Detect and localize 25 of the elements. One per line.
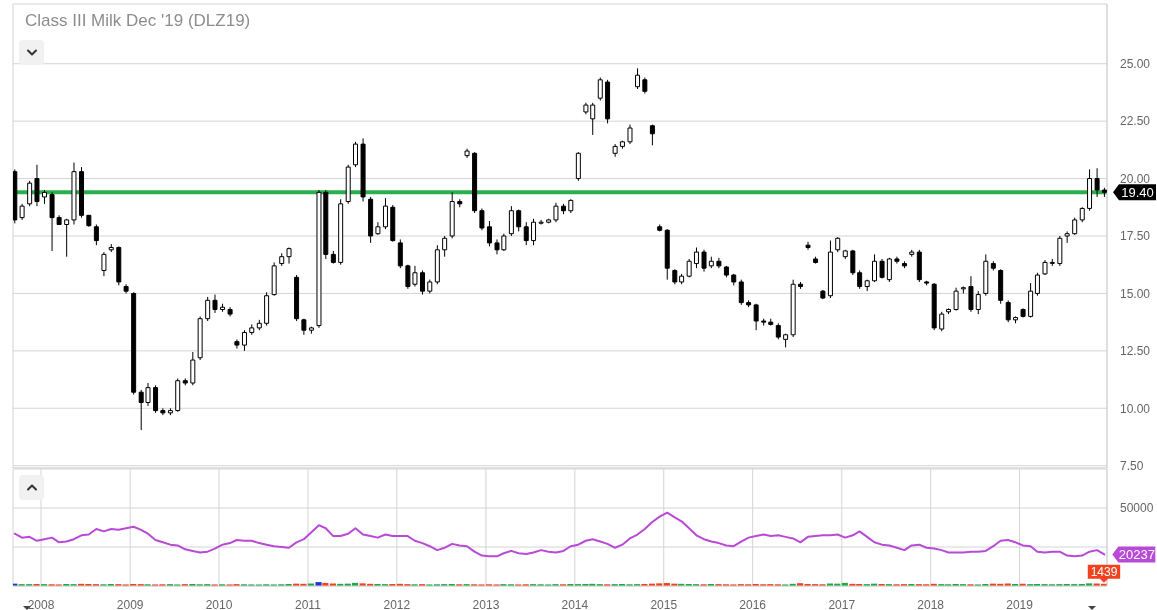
y-tick-label: 25.00 bbox=[1120, 56, 1151, 71]
data-label: 1439 bbox=[1090, 564, 1118, 579]
y-tick-label: 7.50 bbox=[1120, 458, 1144, 473]
x-tick-label: 2010 bbox=[205, 597, 233, 610]
x-tick-label: 2018 bbox=[917, 597, 945, 610]
y-tick-label: 12.50 bbox=[1120, 344, 1151, 359]
y-tick-label: 50000 bbox=[1120, 501, 1154, 516]
y-tick-label: 20.00 bbox=[1120, 171, 1151, 186]
x-tick-label: 2013 bbox=[472, 597, 500, 610]
x-tick-label: 2009 bbox=[116, 597, 144, 610]
y-tick-label: 17.50 bbox=[1120, 229, 1151, 244]
y-tick-label: 15.00 bbox=[1120, 286, 1151, 301]
x-tick-label: 2014 bbox=[561, 597, 589, 610]
x-tick-label: 2016 bbox=[739, 597, 767, 610]
y-tick-label: 10.00 bbox=[1120, 401, 1151, 416]
data-label: 20237 bbox=[1118, 546, 1155, 562]
x-tick-label: 2015 bbox=[650, 597, 678, 610]
chart-title: Class III Milk Dec '19 (DLZ19) bbox=[25, 11, 251, 31]
x-tick-label: 2012 bbox=[383, 597, 411, 610]
x-tick-label: 2017 bbox=[828, 597, 856, 610]
ref-line-label: 19.40 bbox=[1121, 184, 1154, 200]
x-tick-label: 2008 bbox=[27, 597, 55, 610]
y-tick-label: 22.50 bbox=[1120, 114, 1151, 129]
x-tick-label: 2011 bbox=[295, 597, 322, 610]
x-tick-label: 2019 bbox=[1006, 597, 1034, 610]
